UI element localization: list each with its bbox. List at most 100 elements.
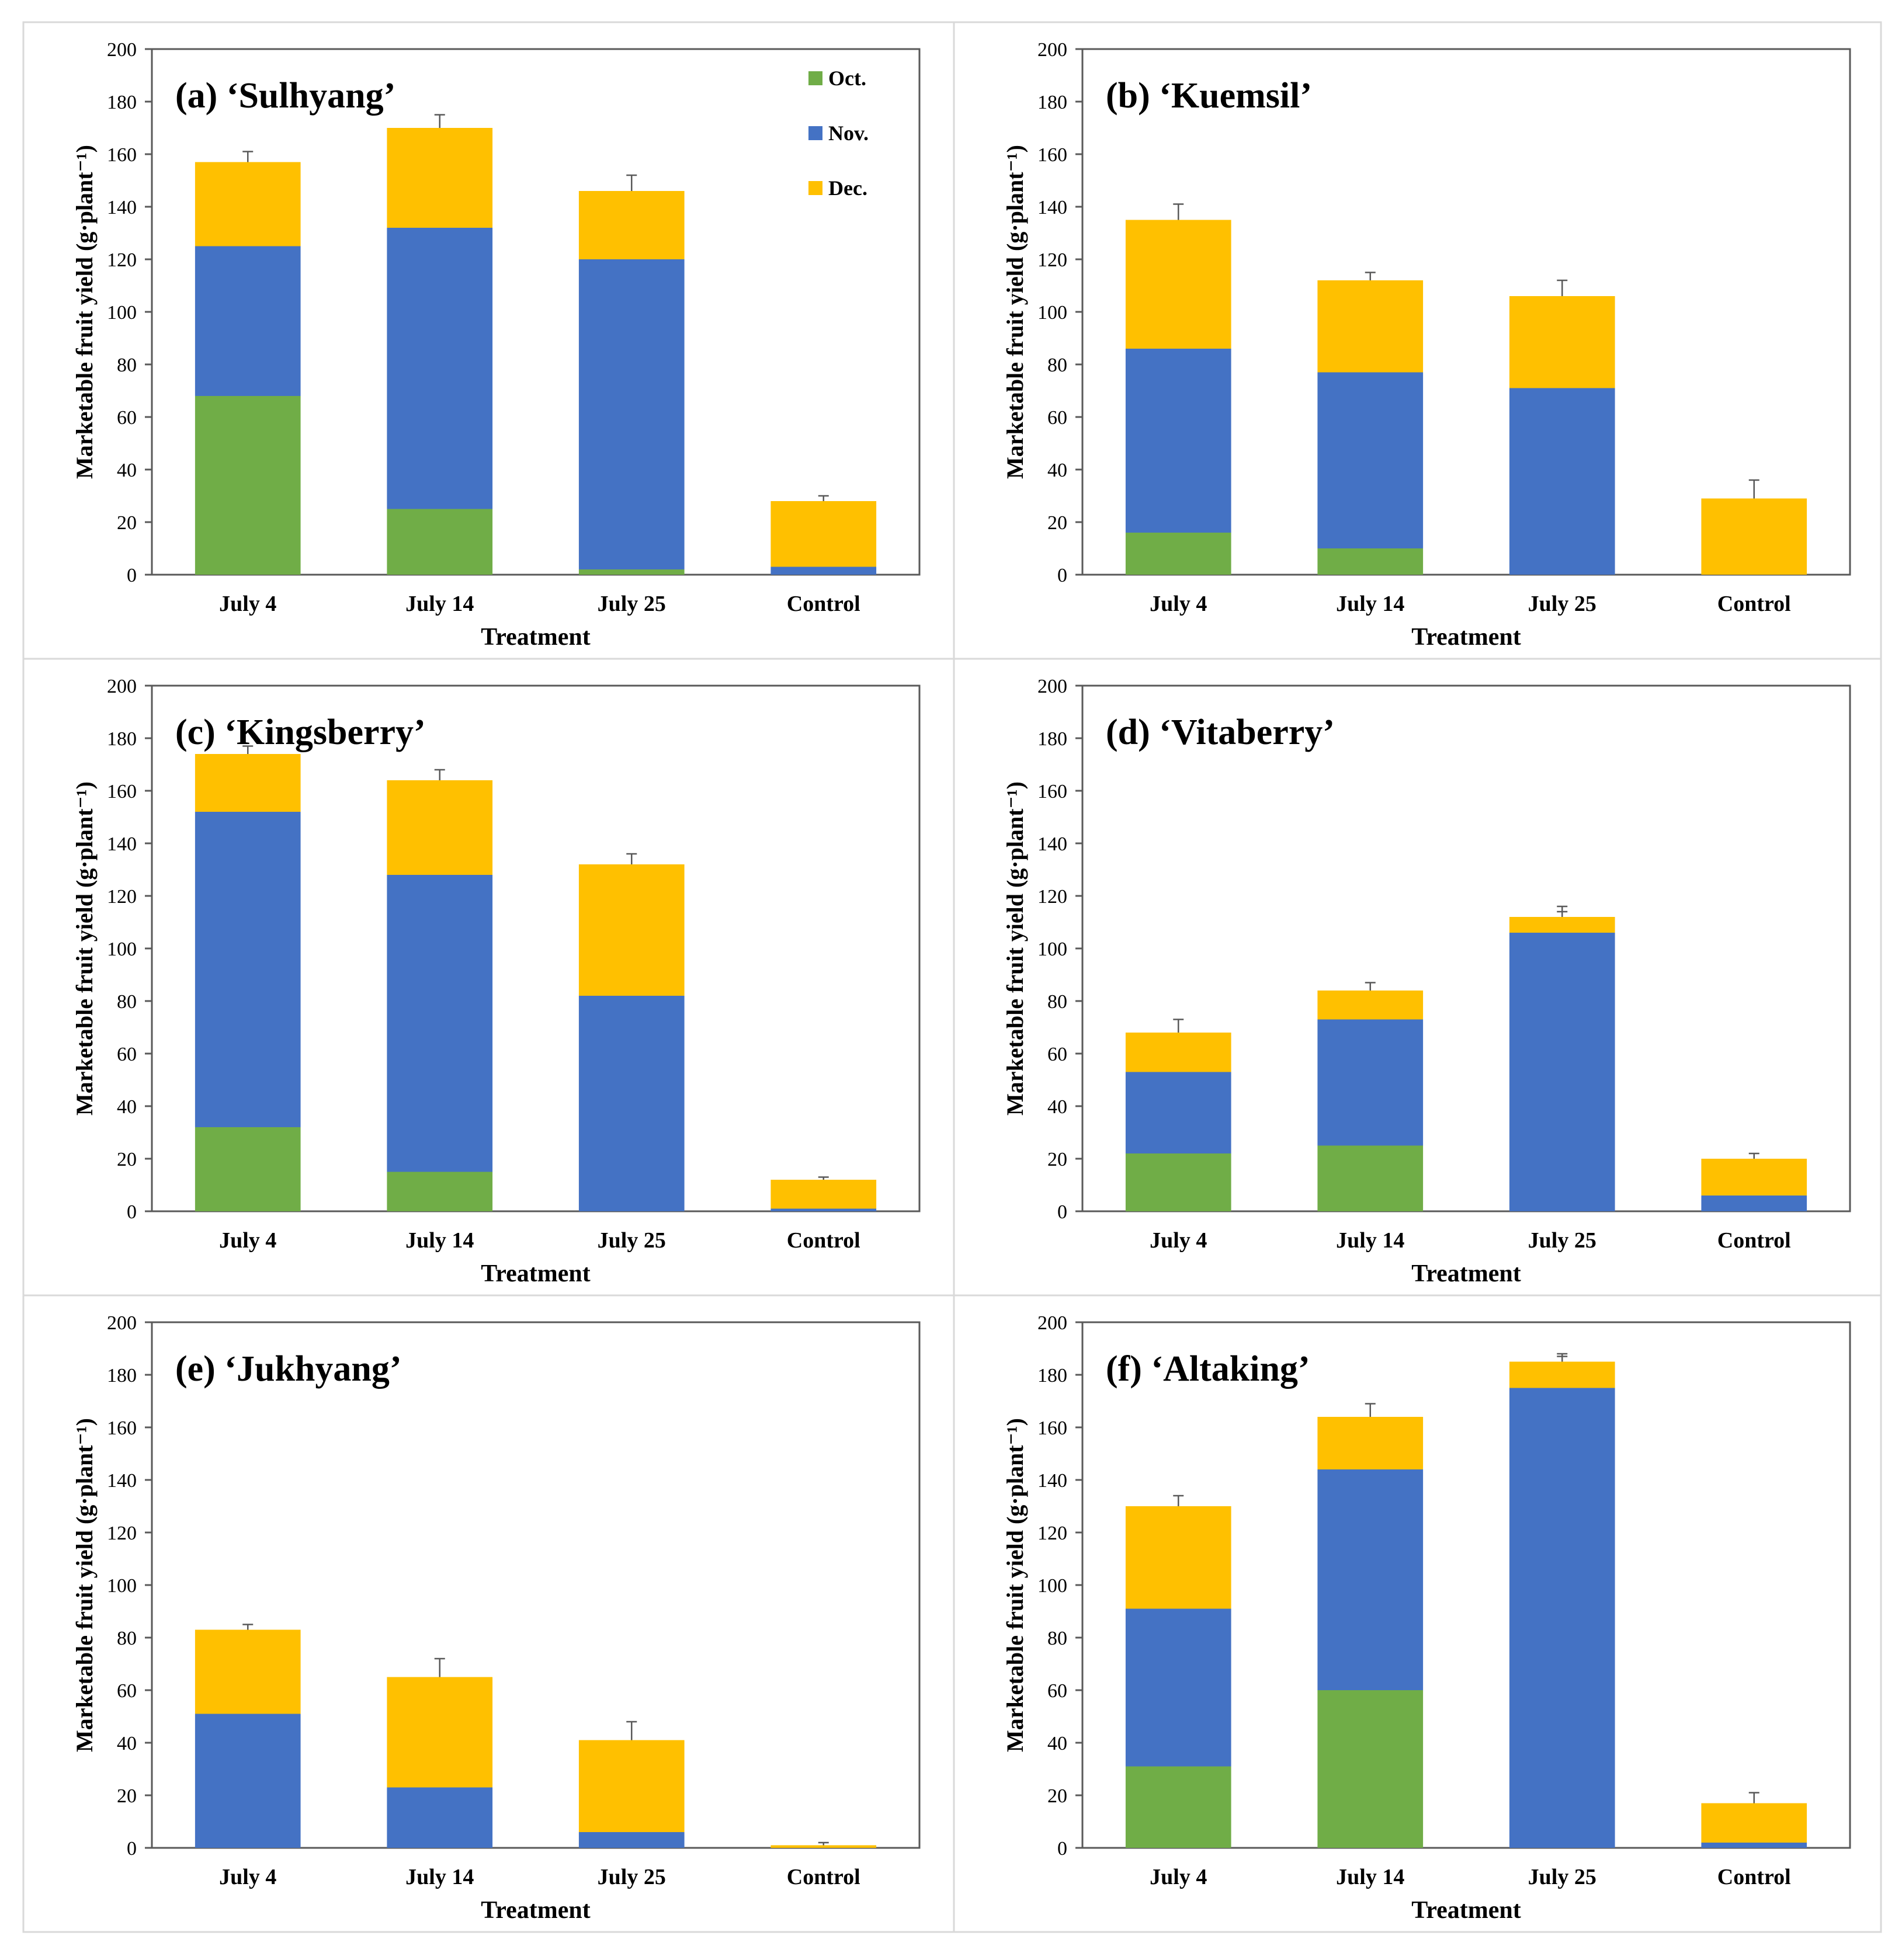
x-tick-label: July 4: [1150, 1865, 1207, 1889]
y-axis-label: Marketable fruit yield (g·plant⁻¹): [71, 145, 98, 479]
bar-dec-july-4: [1125, 1506, 1231, 1609]
x-tick-label: July 25: [1528, 592, 1596, 616]
y-tick-label: 120: [107, 1523, 137, 1544]
y-tick-label: 60: [1047, 1044, 1067, 1065]
y-tick-label: 120: [1037, 1523, 1067, 1544]
bar-nov-july-4: [1125, 1072, 1231, 1153]
bar-dec-july-25: [578, 191, 685, 259]
bar-nov-july-14: [1317, 372, 1424, 548]
y-axis-label: Marketable fruit yield (g·plant⁻¹): [1002, 1418, 1028, 1752]
bar-oct-july-14: [387, 1172, 493, 1211]
bar-dec-control: [770, 501, 877, 567]
bar-nov-july-25: [578, 1832, 685, 1848]
bar-dec-july-25: [578, 1740, 685, 1832]
x-tick-label: Control: [1717, 592, 1791, 616]
y-tick-label: 140: [107, 1470, 137, 1492]
panel-c: 0 20 40 60 80 100 120 140 160 180 200 July 4 July 14…: [22, 658, 955, 1297]
bar-dec-july-25: [1509, 296, 1615, 388]
y-tick-label: 20: [1047, 512, 1067, 534]
y-tick-label: 80: [1047, 355, 1067, 376]
x-tick-label: Control: [787, 592, 860, 616]
y-tick-label: 200: [1037, 676, 1067, 697]
panel-d: 0 20 40 60 80 100 120 140 160 180 200 July 4 July 14…: [953, 658, 1882, 1297]
bar-dec-july-4: [1125, 220, 1231, 349]
bar-dec-control: [1701, 1803, 1807, 1843]
bar-oct-july-4: [195, 396, 301, 575]
x-tick-label: July 14: [1336, 1865, 1404, 1889]
bar-oct-july-25: [578, 569, 685, 575]
bar-nov-july-25: [578, 996, 685, 1211]
y-tick-label: 40: [1047, 1733, 1067, 1754]
y-tick-label: 40: [117, 1096, 137, 1118]
bar-nov-control: [1701, 1196, 1807, 1211]
y-tick-label: 180: [1037, 92, 1067, 113]
bar-oct-july-4: [1125, 533, 1231, 575]
y-tick-label: 40: [117, 460, 137, 481]
y-tick-label: 140: [1037, 833, 1067, 855]
bar-dec-control: [1701, 498, 1807, 575]
bar-dec-july-14: [387, 780, 493, 875]
x-tick-label: July 25: [1528, 1865, 1596, 1889]
y-tick-label: 100: [1037, 939, 1067, 960]
y-tick-label: 80: [117, 355, 137, 376]
x-tick-label: July 4: [219, 1228, 276, 1253]
y-tick-label: 20: [117, 1785, 137, 1807]
x-axis-label: Treatment: [1411, 1260, 1521, 1287]
y-tick-label: 160: [1037, 781, 1067, 802]
bar-dec-july-14: [387, 128, 493, 228]
chart-title: (c) ‘Kingsberry’: [175, 713, 426, 752]
legend-label-nov: Nov.: [828, 121, 869, 145]
panel-a: 0 20 40 60 80 100 120 140 160 180 200 July 4 July 14…: [22, 21, 955, 660]
y-tick-label: 80: [1047, 1628, 1067, 1649]
bar-nov-july-14: [1317, 1469, 1424, 1690]
y-tick-label: 120: [107, 886, 137, 908]
panel-f: 0 20 40 60 80 100 120 140 160 180 200 July 4 July 14…: [953, 1294, 1882, 1933]
bar-nov-july-4: [195, 812, 301, 1127]
y-axis-label: Marketable fruit yield (g·plant⁻¹): [71, 1418, 98, 1752]
y-tick-label: 160: [1037, 1417, 1067, 1439]
chart-title: (a) ‘Sulhyang’: [175, 76, 395, 116]
bar-nov-july-4: [1125, 1608, 1231, 1767]
y-tick-label: 160: [107, 781, 137, 802]
y-tick-label: 20: [117, 1149, 137, 1170]
bar-dec-july-25: [578, 864, 685, 996]
x-axis-label: Treatment: [481, 1260, 590, 1287]
bar-dec-control: [770, 1180, 877, 1209]
y-tick-label: 20: [117, 512, 137, 534]
y-tick-label: 60: [117, 1044, 137, 1065]
y-tick-label: 180: [107, 728, 137, 750]
y-tick-label: 180: [1037, 1365, 1067, 1386]
bar-nov-july-14: [1317, 1019, 1424, 1146]
x-tick-label: July 14: [405, 592, 474, 616]
bar-nov-control: [1701, 1843, 1807, 1848]
x-tick-label: July 4: [219, 592, 276, 616]
bar-dec-control: [770, 1845, 877, 1848]
y-tick-label: 40: [1047, 460, 1067, 481]
bar-nov-july-25: [1509, 933, 1615, 1211]
chart-title: (f) ‘Altaking’: [1106, 1349, 1310, 1389]
y-tick-label: 100: [107, 1575, 137, 1597]
bar-nov-july-4: [195, 1714, 301, 1848]
y-tick-label: 100: [107, 302, 137, 324]
x-tick-label: July 25: [1528, 1228, 1596, 1253]
bar-nov-july-14: [387, 875, 493, 1172]
x-tick-label: July 14: [405, 1228, 474, 1253]
bar-nov-july-25: [1509, 388, 1615, 575]
bar-nov-july-14: [387, 228, 493, 509]
y-tick-label: 160: [1037, 144, 1067, 166]
y-axis-label: Marketable fruit yield (g·plant⁻¹): [1002, 781, 1028, 1115]
y-tick-label: 80: [117, 1628, 137, 1649]
y-tick-label: 180: [107, 92, 137, 113]
bar-oct-july-14: [1317, 1690, 1424, 1848]
chart-title: (d) ‘Vitaberry’: [1106, 713, 1335, 752]
x-tick-label: Control: [1717, 1228, 1791, 1253]
bar-nov-july-25: [578, 259, 685, 569]
legend: Oct. Nov. Dec.: [808, 67, 869, 200]
y-tick-label: 40: [1047, 1096, 1067, 1118]
y-tick-label: 120: [1037, 886, 1067, 908]
y-axis-label: Marketable fruit yield (g·plant⁻¹): [1002, 145, 1028, 479]
x-axis-label: Treatment: [481, 624, 590, 651]
x-tick-label: July 14: [1336, 592, 1404, 616]
bar-nov-july-25: [1509, 1388, 1615, 1848]
y-tick-label: 140: [1037, 1470, 1067, 1492]
